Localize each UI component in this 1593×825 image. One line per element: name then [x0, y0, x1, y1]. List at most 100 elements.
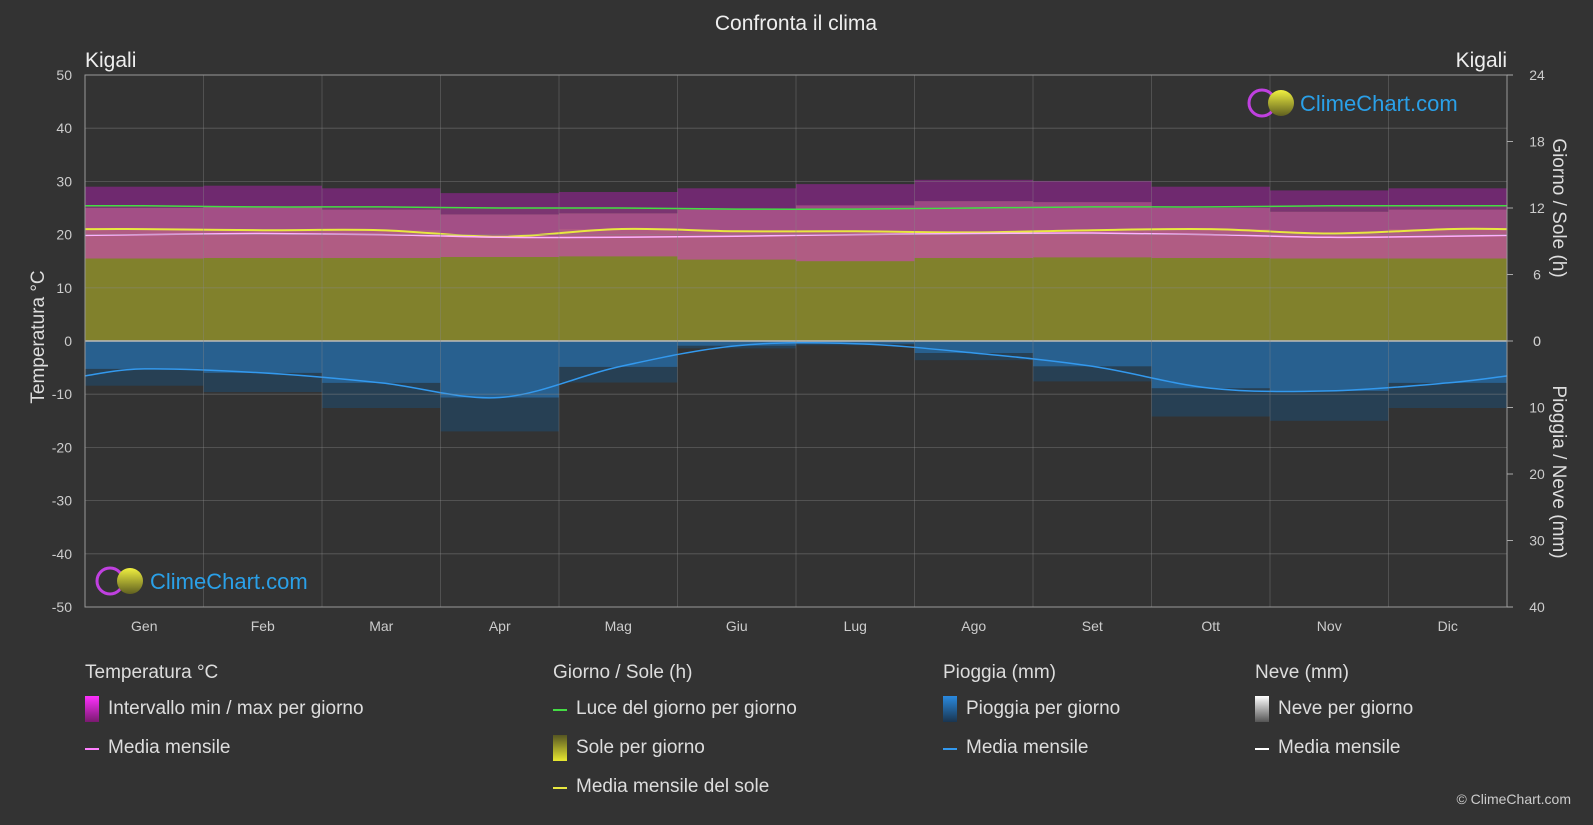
chart-title: Confronta il clima	[715, 12, 878, 35]
legend-temp-mean: Media mensile	[85, 737, 364, 776]
temp-range-top-Ott	[1151, 186, 1270, 208]
temp-range-bar-Feb	[203, 206, 322, 258]
temp-range-bar-Nov	[1270, 211, 1389, 259]
legend-daylight: Luce del giorno per giorno	[553, 698, 797, 737]
temperature-range-band	[85, 179, 1507, 262]
watermark-text-bottom: ClimeChart.com	[150, 569, 308, 594]
temp-range-top-Ago	[914, 179, 1033, 202]
watermark-bottom: ClimeChart.com	[95, 566, 308, 596]
y-tick-right-bottom-30: 30	[1529, 533, 1545, 549]
legend-rain-title: Pioggia (mm)	[943, 662, 1056, 683]
legend-sunshine: Sole per giorno	[553, 735, 797, 776]
y-tick-left--10: -10	[52, 386, 72, 402]
y-tick-right-top-18: 18	[1529, 134, 1545, 150]
legend-snow-daily-label: Neve per giorno	[1278, 698, 1414, 719]
rain-band	[85, 341, 1507, 432]
y-tick-right-top-6: 6	[1533, 267, 1541, 283]
temperature-mean-line	[84, 232, 1508, 239]
watermark-text-top: ClimeChart.com	[1300, 91, 1458, 116]
rain-bar-Ago	[914, 341, 1033, 353]
x-tick-Lug: Lug	[844, 618, 867, 634]
legend-temperature: Temperatura °C Intervallo min / max per …	[85, 662, 364, 776]
rain-bar-Dic	[1388, 341, 1507, 383]
rain-bar-Set	[1033, 341, 1152, 367]
rain-mean-line	[84, 341, 1508, 399]
rain-bar-Mar	[322, 341, 441, 383]
rain-bar-Apr	[440, 341, 559, 398]
temp-range-top-Lug	[796, 184, 915, 206]
legend-rain-mean: Media mensile	[943, 737, 1120, 776]
x-tick-Mar: Mar	[369, 618, 393, 634]
y-axis-left-label: Temperatura °C	[28, 270, 49, 403]
location-left: Kigali	[85, 49, 136, 72]
legend-temperature-title: Temperatura °C	[85, 662, 219, 683]
temp-range-bar-Gen	[85, 208, 204, 259]
daylight-line	[84, 204, 1507, 210]
x-tick-Set: Set	[1082, 618, 1103, 634]
x-tick-Giu: Giu	[726, 618, 748, 634]
y-tick-right-bottom-0: 0	[1533, 333, 1541, 349]
location-right: Kigali	[1456, 49, 1507, 72]
x-tick-Gen: Gen	[131, 618, 157, 634]
temp-range-bar-Lug	[796, 205, 915, 262]
legend-temp-mean-label: Media mensile	[108, 737, 231, 758]
temp-range-top-Giu	[677, 188, 796, 210]
temp-range-bar-Dic	[1388, 209, 1507, 259]
x-tick-Feb: Feb	[251, 618, 275, 634]
x-tick-Nov: Nov	[1317, 618, 1342, 634]
rain-bar-Feb	[203, 341, 322, 373]
x-tick-Ott: Ott	[1201, 618, 1220, 634]
legend-sun-mean-swatch	[553, 787, 567, 789]
rain-bar-Mag	[559, 341, 678, 367]
temp-range-top-Set	[1033, 180, 1152, 203]
temp-range-bar-Ott	[1151, 208, 1270, 258]
y-tick-left--40: -40	[52, 546, 72, 562]
y-tick-left-10: 10	[56, 280, 72, 296]
legend-rain: Pioggia (mm) Pioggia per giorno Media me…	[943, 662, 1120, 776]
legend-sun-mean-label: Media mensile del sole	[576, 776, 770, 797]
legend-sunshine-label: Sole per giorno	[576, 737, 705, 758]
legend-rain-mean-swatch	[943, 748, 957, 750]
legend-snow-mean: Media mensile	[1255, 737, 1413, 776]
x-tick-Apr: Apr	[489, 618, 511, 634]
y-tick-left-20: 20	[56, 227, 72, 243]
legend-rain-daily-label: Pioggia per giorno	[966, 698, 1121, 719]
legend-daylight-swatch	[553, 709, 567, 711]
y-tick-left-40: 40	[56, 120, 72, 136]
rain-bar-Ott	[1151, 341, 1270, 389]
legend-temp-range-swatch	[85, 696, 99, 722]
legend-snow-mean-label: Media mensile	[1278, 737, 1401, 758]
temp-range-top-Feb	[203, 185, 322, 207]
x-tick-Ago: Ago	[961, 618, 986, 634]
rain-bar-Giu	[677, 341, 796, 346]
y-axis-right-bottom-label: Pioggia / Neve (mm)	[1548, 385, 1569, 558]
y-tick-right-top-0: 0	[1533, 333, 1541, 349]
temp-range-top-Dic	[1388, 188, 1507, 210]
temp-range-top-Mar	[322, 188, 441, 210]
rain-bar-Nov	[1270, 341, 1389, 391]
legend-snow-title: Neve (mm)	[1255, 662, 1349, 683]
legend-sunshine-swatch	[553, 735, 567, 761]
legend-snow-mean-swatch	[1255, 748, 1269, 750]
y-tick-right-bottom-10: 10	[1529, 400, 1545, 416]
y-tick-left-50: 50	[56, 67, 72, 83]
y-tick-left--20: -20	[52, 439, 72, 455]
legend-temp-range-label: Intervallo min / max per giorno	[108, 698, 364, 719]
rain-bar-Lug	[796, 341, 915, 344]
watermark-logo-sun-icon-bottom	[117, 568, 143, 594]
y-tick-left--50: -50	[52, 599, 72, 615]
y-tick-right-bottom-40: 40	[1529, 599, 1545, 615]
y-tick-left-30: 30	[56, 173, 72, 189]
legend-sun-mean: Media mensile del sole	[553, 776, 797, 815]
sunshine-mean-line	[84, 227, 1508, 238]
y-tick-left--30: -30	[52, 493, 72, 509]
temp-range-top-Gen	[85, 186, 204, 208]
temp-range-top-Nov	[1270, 190, 1389, 212]
temp-range-top-Apr	[440, 193, 559, 215]
y-tick-right-top-12: 12	[1529, 200, 1545, 216]
legend-snow-daily: Neve per giorno	[1255, 696, 1414, 737]
x-tick-Dic: Dic	[1438, 618, 1458, 634]
legend-rain-daily-swatch	[943, 696, 957, 722]
watermark-top: ClimeChart.com	[1247, 88, 1458, 118]
